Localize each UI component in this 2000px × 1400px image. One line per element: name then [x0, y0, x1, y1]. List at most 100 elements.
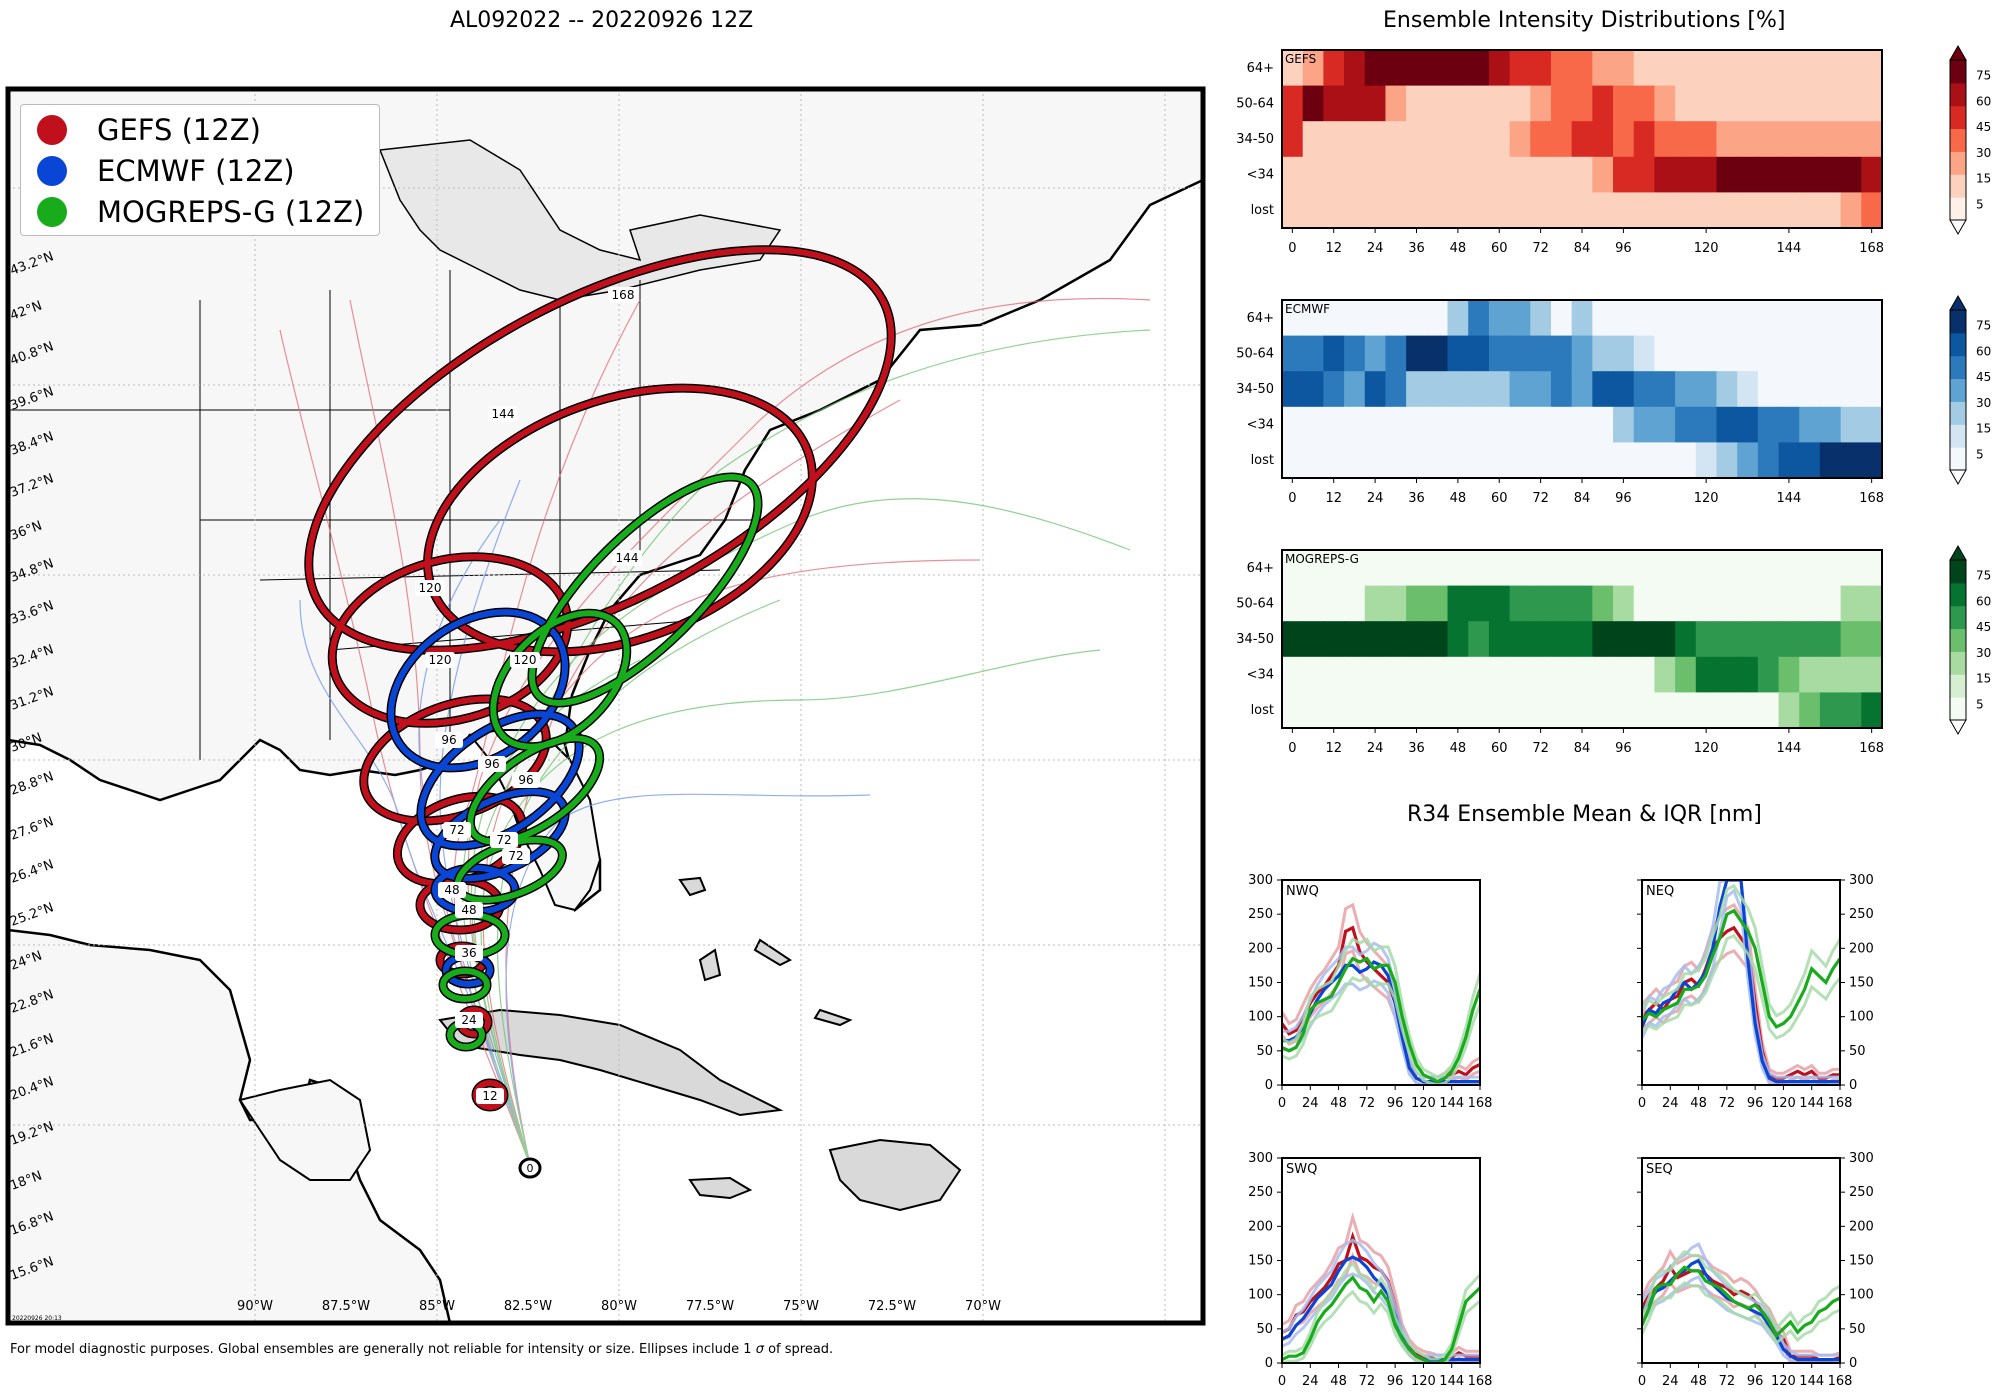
heatmap-cell: [1385, 335, 1407, 372]
heatmap-cell: [1364, 692, 1386, 729]
heatmap-x-label: 144: [1776, 491, 1801, 506]
heatmap-cell: [1737, 621, 1759, 658]
heatmap-cell: [1840, 656, 1862, 693]
heatmap-y-label: <34: [1247, 168, 1274, 183]
colorbar-tick-label: 75: [1976, 68, 1991, 82]
heatmap-cell: [1364, 550, 1386, 587]
heatmap-cell: [1344, 192, 1366, 229]
colorbar-tick-label: 30: [1976, 396, 1991, 410]
heatmap-cell: [1861, 621, 1883, 658]
r34-x-label: 48: [1330, 1096, 1347, 1111]
heatmap-cell: [1633, 406, 1655, 443]
heatmap-cell: [1385, 192, 1407, 229]
colorbar-tick-label: 75: [1976, 568, 1991, 582]
heatmap-cell: [1323, 300, 1345, 337]
heatmap-cell: [1468, 692, 1490, 729]
colorbar-tick-label: 15: [1976, 422, 1991, 436]
heatmap-cell: [1530, 85, 1552, 122]
heatmap-cell: [1426, 85, 1449, 122]
map-frame: [5, 86, 1206, 1326]
colorbar-segment: [1950, 355, 1966, 380]
colorbar-segment: [1950, 151, 1966, 175]
heatmap-cell: [1302, 692, 1324, 729]
colorbar-segment: [1950, 60, 1966, 84]
heatmap-cell: [1364, 371, 1386, 408]
r34-y-label: 250: [1248, 907, 1273, 922]
r34-y-label: 300: [1248, 873, 1273, 888]
heatmap-cell: [1550, 692, 1573, 729]
r34-y-label: 150: [1248, 976, 1273, 991]
r34-x-label: 0: [1278, 1374, 1286, 1389]
heatmap-cell: [1571, 585, 1593, 622]
heatmap-cell: [1861, 85, 1883, 122]
r34-iqr-line-mogreps-g: [1282, 1289, 1480, 1363]
r34-y-label: 300: [1849, 873, 1874, 888]
heatmap-cell: [1302, 550, 1324, 587]
colorbar-segment: [1950, 582, 1966, 607]
heatmap-cell: [1861, 156, 1883, 193]
heatmap-x-label: 0: [1288, 491, 1296, 506]
heatmap-x-label: 24: [1367, 741, 1384, 756]
heatmap-cell: [1468, 550, 1490, 587]
heatmap-cell: [1654, 121, 1676, 158]
heatmap-cell: [1344, 692, 1366, 729]
colorbar-arrow-top: [1949, 294, 1967, 311]
r34-iqr-line-mogreps-g: [1642, 933, 1840, 1040]
heatmap-cell: [1778, 300, 1800, 337]
heatmap-cell: [1509, 85, 1531, 122]
heatmap-cell: [1550, 85, 1573, 122]
heatmap-cell: [1737, 656, 1759, 693]
colorbar-segment: [1950, 310, 1966, 334]
heatmap-cell: [1695, 550, 1717, 587]
heatmap-cell: [1406, 550, 1428, 587]
lon-label: 80°W: [601, 1299, 637, 1314]
colorbar-segment: [1950, 82, 1966, 107]
heatmap-cell: [1447, 192, 1469, 229]
hour-label-96-mogreps: 96: [518, 773, 533, 787]
r34-title: R34 Ensemble Mean & IQR [nm]: [1407, 802, 1762, 827]
r34-x-label: 24: [1662, 1096, 1679, 1111]
heatmap-cell: [1488, 442, 1511, 479]
heatmap-cell: [1757, 300, 1780, 337]
heatmap-cell: [1468, 371, 1490, 408]
heatmap-x-label: 36: [1408, 491, 1425, 506]
heatmap-cell: [1613, 692, 1635, 729]
heatmap-cell: [1302, 121, 1324, 158]
heatmap-cell: [1571, 371, 1593, 408]
r34-panel-label: SWQ: [1286, 1162, 1317, 1177]
r34-panel-neq: NEQ 0 24 48 72 96 120 144 168 0 50 100 150 200 250 300: [1637, 873, 1874, 1111]
heatmap-cell: [1385, 656, 1407, 693]
map-legend: GEFS (12Z) ECMWF (12Z) MOGREPS-G (12Z): [20, 104, 380, 236]
heatmap-cell: [1488, 192, 1511, 229]
legend-item-mogreps: MOGREPS-G (12Z): [37, 192, 364, 232]
heatmap-cell: [1592, 335, 1614, 372]
heatmap-cell: [1406, 192, 1428, 229]
heatmap-cell: [1799, 156, 1821, 193]
longitude-labels: 90°W 87.5°W 85°W 82.5°W 80°W 77.5°W 75°W…: [237, 1299, 1001, 1314]
r34-iqr-line-mogreps-g: [1642, 1249, 1840, 1331]
hour-label-96-gefs: 96: [441, 733, 456, 747]
colorbar-arrow-bottom: [1949, 219, 1967, 236]
r34-x-label: 120: [1771, 1096, 1796, 1111]
heatmap-cell: [1737, 192, 1759, 229]
heatmap-cell: [1468, 656, 1490, 693]
heatmap-cell: [1406, 406, 1428, 443]
r34-panel-label: SEQ: [1646, 1162, 1673, 1177]
r34-series-group: [1642, 880, 1840, 1085]
heatmap-cell: [1592, 156, 1614, 193]
map-title: AL092022 -- 20220926 12Z: [450, 8, 754, 33]
heatmap-panel-label: ECMWF: [1285, 302, 1330, 316]
heatmap-cell: [1861, 442, 1883, 479]
heatmap-cell: [1716, 406, 1738, 443]
r34-y-label: 50: [1256, 1322, 1273, 1337]
heatmap-cell: [1447, 85, 1469, 122]
heatmap-cell: [1426, 692, 1449, 729]
heatmap-cell: [1840, 300, 1862, 337]
colorbar-frame: [1949, 59, 1967, 221]
heatmap-cell: [1799, 406, 1821, 443]
heatmap-x-label: 96: [1615, 491, 1632, 506]
heatmap-cell: [1344, 371, 1366, 408]
lon-label: 77.5°W: [686, 1299, 734, 1314]
heatmap-cell: [1385, 156, 1407, 193]
heatmap-cell: [1447, 371, 1469, 408]
